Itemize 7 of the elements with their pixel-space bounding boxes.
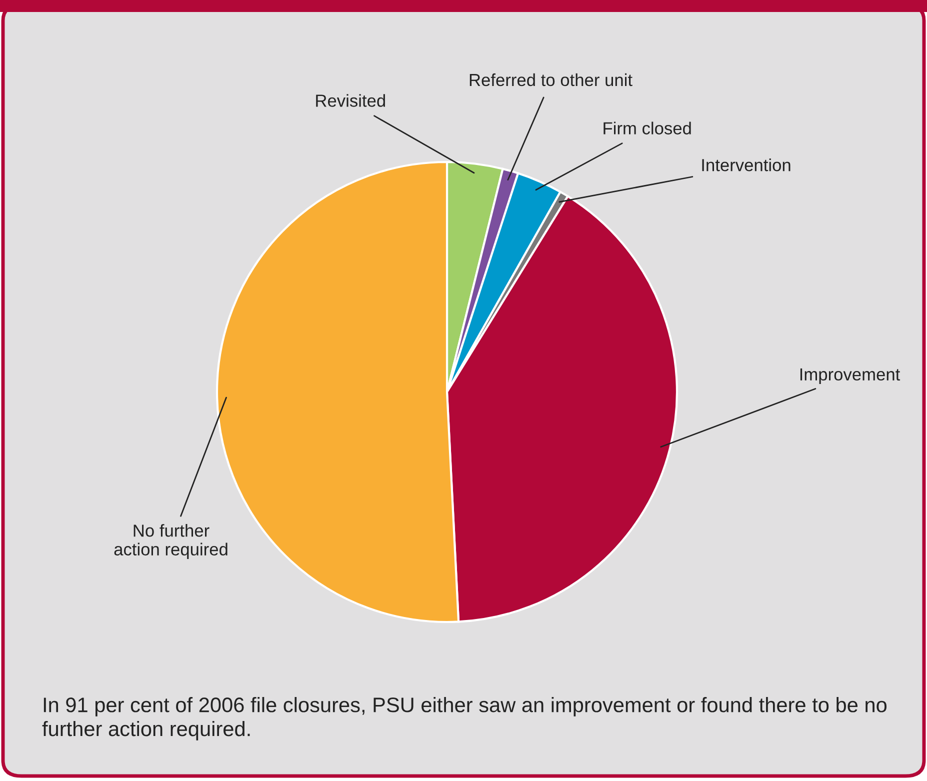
slice-label: No further action required [114,524,228,559]
slice-label: Improvement [800,368,900,384]
text: In 91 per cent of 2006 file closures, PSU either saw an improvement or found there to be no further action required. [42,697,887,740]
slice-label: Intervention [702,158,790,172]
slice-label: Revisited [316,94,385,107]
slice-label: Referred to other unit [470,73,632,86]
slice-label: Firm closed [604,122,691,134]
